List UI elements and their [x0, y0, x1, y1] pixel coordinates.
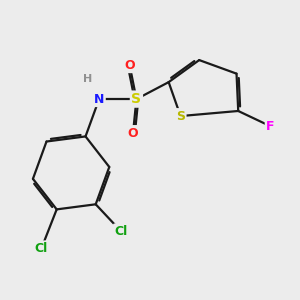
Text: Cl: Cl	[35, 242, 48, 255]
Text: Cl: Cl	[115, 225, 128, 238]
Text: O: O	[128, 127, 138, 140]
Text: O: O	[124, 59, 135, 72]
Text: N: N	[94, 93, 104, 106]
Text: S: S	[131, 92, 141, 106]
Text: F: F	[266, 120, 275, 133]
Text: H: H	[82, 74, 92, 84]
Text: S: S	[176, 110, 185, 123]
